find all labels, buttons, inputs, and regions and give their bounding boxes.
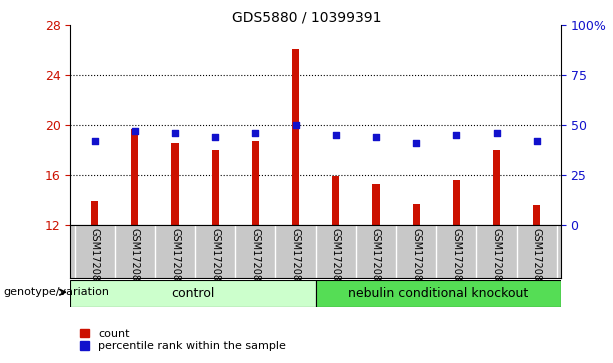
- Bar: [252, 142, 259, 225]
- Point: [89, 138, 99, 144]
- Text: GSM1720835: GSM1720835: [170, 228, 180, 293]
- Point: [492, 130, 501, 136]
- Text: GSM1720844: GSM1720844: [531, 228, 542, 293]
- Bar: [70, 280, 316, 307]
- Point: [210, 134, 220, 140]
- Bar: [533, 205, 541, 225]
- Bar: [493, 150, 500, 225]
- Bar: [131, 129, 139, 225]
- Text: GSM1720842: GSM1720842: [451, 228, 462, 293]
- Bar: [316, 280, 561, 307]
- Bar: [91, 201, 98, 225]
- Point: [130, 128, 140, 134]
- Text: GSM1720841: GSM1720841: [411, 228, 421, 293]
- Legend: count, percentile rank within the sample: count, percentile rank within the sample: [76, 324, 291, 356]
- Point: [371, 134, 381, 140]
- Bar: [453, 180, 460, 225]
- Bar: [211, 150, 219, 225]
- Text: GSM1720839: GSM1720839: [331, 228, 341, 293]
- Point: [532, 138, 542, 144]
- Point: [251, 130, 261, 136]
- Bar: [413, 204, 420, 225]
- Text: nebulin conditional knockout: nebulin conditional knockout: [348, 287, 528, 299]
- Point: [170, 130, 180, 136]
- Point: [291, 122, 300, 128]
- Bar: [172, 143, 178, 225]
- Bar: [372, 184, 379, 225]
- Text: GSM1720838: GSM1720838: [291, 228, 300, 293]
- Text: GSM1720836: GSM1720836: [210, 228, 220, 293]
- Text: GSM1720834: GSM1720834: [130, 228, 140, 293]
- Text: GSM1720833: GSM1720833: [89, 228, 100, 293]
- Text: GDS5880 / 10399391: GDS5880 / 10399391: [232, 11, 381, 25]
- Point: [411, 140, 421, 146]
- Bar: [332, 176, 340, 225]
- Text: GSM1720837: GSM1720837: [250, 228, 261, 293]
- Text: GSM1720840: GSM1720840: [371, 228, 381, 293]
- Bar: [292, 49, 299, 225]
- Point: [331, 132, 341, 138]
- Text: genotype/variation: genotype/variation: [3, 287, 109, 297]
- Text: GSM1720843: GSM1720843: [492, 228, 501, 293]
- Point: [452, 132, 462, 138]
- Text: control: control: [172, 287, 215, 299]
